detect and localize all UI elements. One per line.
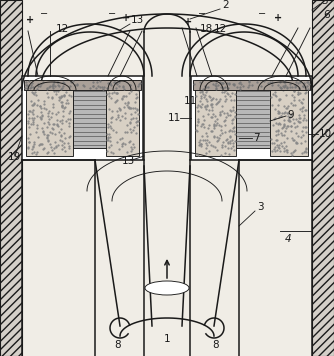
- Text: +: +: [26, 15, 34, 25]
- Text: 8: 8: [115, 340, 121, 350]
- Bar: [191, 76, 312, 160]
- Text: 18: 18: [200, 24, 213, 34]
- Text: 1: 1: [164, 334, 170, 344]
- Bar: [106, 80, 139, 156]
- Bar: [195, 80, 236, 156]
- Text: −: −: [40, 9, 48, 19]
- Text: +: +: [274, 13, 282, 23]
- Bar: [236, 84, 270, 148]
- Text: −: −: [108, 9, 116, 19]
- Text: 3: 3: [257, 202, 264, 212]
- Text: 2: 2: [222, 0, 229, 10]
- Bar: [22, 76, 143, 160]
- Bar: [24, 80, 141, 90]
- Text: 9: 9: [287, 110, 294, 120]
- Text: 4: 4: [285, 234, 292, 244]
- Bar: [312, 0, 334, 356]
- Bar: [73, 84, 106, 148]
- Text: 11: 11: [184, 96, 197, 106]
- Text: +: +: [122, 13, 130, 23]
- Text: 5: 5: [321, 0, 328, 6]
- Bar: [0, 0, 22, 356]
- Ellipse shape: [145, 281, 189, 295]
- Text: 7: 7: [253, 133, 260, 143]
- Text: −: −: [198, 9, 206, 19]
- Bar: [270, 80, 308, 156]
- Text: −: −: [258, 9, 266, 19]
- Text: 8: 8: [213, 340, 219, 350]
- Text: 19: 19: [8, 152, 21, 162]
- Bar: [26, 80, 73, 156]
- Bar: [312, 0, 334, 356]
- Bar: [0, 0, 22, 356]
- Text: 12: 12: [214, 24, 227, 34]
- Text: 12: 12: [56, 24, 69, 34]
- Text: 13: 13: [131, 15, 144, 25]
- Text: 10: 10: [319, 129, 332, 139]
- Text: 6: 6: [323, 10, 330, 20]
- Text: +: +: [184, 17, 192, 27]
- Text: 11: 11: [168, 113, 181, 123]
- Text: 13: 13: [122, 156, 135, 166]
- Bar: [193, 80, 310, 90]
